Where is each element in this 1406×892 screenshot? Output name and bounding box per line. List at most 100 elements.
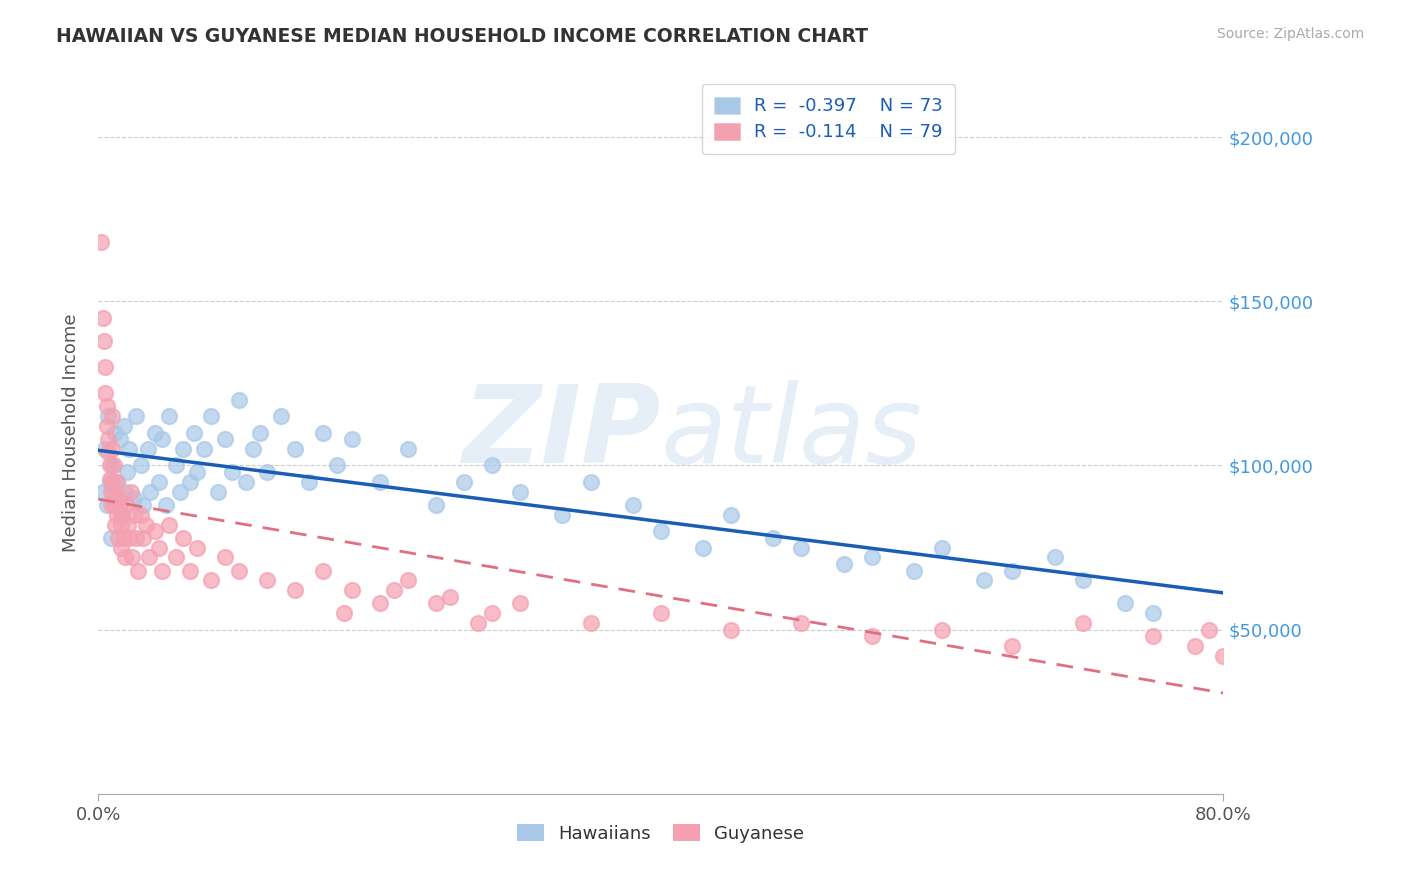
Text: atlas: atlas <box>661 380 922 485</box>
Point <box>129 458 152 473</box>
Point <box>90 235 112 249</box>
Point <box>425 596 447 610</box>
Point <box>122 491 145 506</box>
Point <box>368 475 391 489</box>
Point <box>143 524 166 538</box>
Point <box>155 498 177 512</box>
Point <box>172 442 194 456</box>
Point <box>200 409 222 424</box>
Point <box>1142 629 1164 643</box>
Point <box>1043 550 1066 565</box>
Point <box>97 445 120 459</box>
Point <box>101 442 124 456</box>
Point <box>832 557 855 571</box>
Point <box>107 531 129 545</box>
Point <box>1001 639 1024 653</box>
Point <box>368 596 391 610</box>
Point <box>333 607 356 621</box>
Point <box>1184 639 1206 653</box>
Point <box>94 386 117 401</box>
Point <box>396 574 419 588</box>
Point <box>214 550 236 565</box>
Point <box>97 409 120 424</box>
Point <box>157 409 180 424</box>
Point <box>122 508 145 522</box>
Point <box>148 541 170 555</box>
Point <box>125 409 148 424</box>
Point <box>157 517 180 532</box>
Point <box>169 484 191 499</box>
Point <box>1001 564 1024 578</box>
Point <box>200 574 222 588</box>
Point <box>790 541 813 555</box>
Point <box>650 607 672 621</box>
Point <box>132 498 155 512</box>
Point <box>132 531 155 545</box>
Point <box>242 442 264 456</box>
Point <box>120 484 142 499</box>
Point <box>98 472 121 486</box>
Point <box>105 508 128 522</box>
Point <box>110 541 132 555</box>
Point <box>96 419 118 434</box>
Point <box>104 425 127 440</box>
Point <box>284 442 307 456</box>
Point <box>94 442 117 456</box>
Text: Source: ZipAtlas.com: Source: ZipAtlas.com <box>1216 27 1364 41</box>
Point <box>270 409 292 424</box>
Point <box>1114 596 1136 610</box>
Point <box>425 498 447 512</box>
Point <box>91 484 114 499</box>
Point <box>114 484 136 499</box>
Point <box>165 550 187 565</box>
Point <box>284 583 307 598</box>
Point <box>104 484 127 499</box>
Point <box>481 607 503 621</box>
Point <box>121 550 143 565</box>
Point <box>148 475 170 489</box>
Text: HAWAIIAN VS GUYANESE MEDIAN HOUSEHOLD INCOME CORRELATION CHART: HAWAIIAN VS GUYANESE MEDIAN HOUSEHOLD IN… <box>56 27 869 45</box>
Point <box>138 550 160 565</box>
Point <box>129 508 152 522</box>
Point <box>467 616 489 631</box>
Point <box>118 442 141 456</box>
Point <box>105 475 128 489</box>
Point <box>326 458 349 473</box>
Point <box>93 334 115 348</box>
Point <box>186 541 208 555</box>
Point <box>221 465 243 479</box>
Point <box>110 508 132 522</box>
Point <box>509 596 531 610</box>
Point <box>108 432 131 446</box>
Point <box>139 484 162 499</box>
Point <box>98 475 121 489</box>
Point <box>1071 616 1094 631</box>
Point <box>439 590 461 604</box>
Point <box>179 475 201 489</box>
Point <box>931 623 953 637</box>
Point <box>481 458 503 473</box>
Point <box>118 531 141 545</box>
Point <box>1071 574 1094 588</box>
Y-axis label: Median Household Income: Median Household Income <box>62 313 80 552</box>
Point <box>97 432 120 446</box>
Point <box>136 442 159 456</box>
Point <box>453 475 475 489</box>
Point <box>179 564 201 578</box>
Point <box>312 425 335 440</box>
Point <box>150 432 173 446</box>
Text: ZIP: ZIP <box>463 380 661 485</box>
Point <box>94 359 117 374</box>
Point <box>256 574 278 588</box>
Point <box>790 616 813 631</box>
Point <box>183 425 205 440</box>
Point <box>860 629 883 643</box>
Point <box>135 517 157 532</box>
Point <box>101 409 124 424</box>
Point <box>256 465 278 479</box>
Point <box>973 574 995 588</box>
Point <box>340 583 363 598</box>
Point <box>104 517 127 532</box>
Point <box>298 475 321 489</box>
Point <box>117 517 139 532</box>
